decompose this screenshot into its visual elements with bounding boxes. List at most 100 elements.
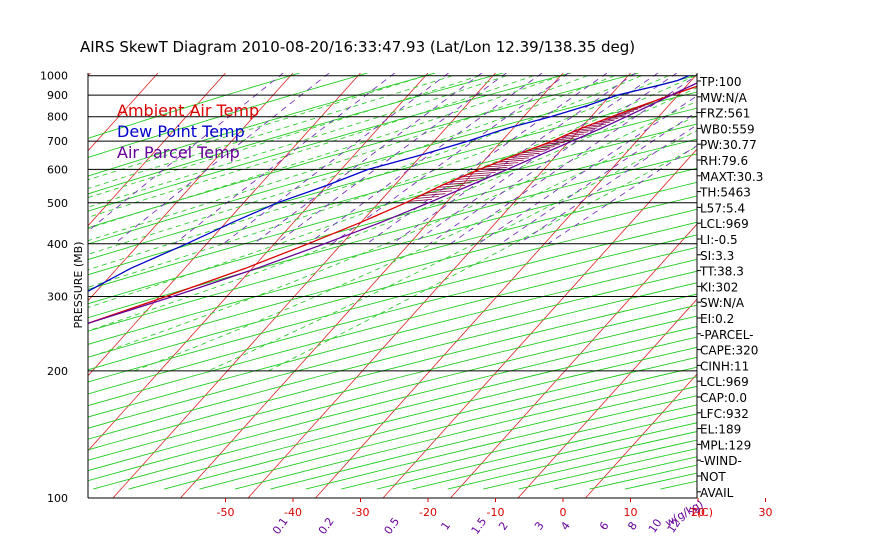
mixing-ratio-line bbox=[275, 73, 507, 245]
dry-adiabat-line bbox=[88, 73, 368, 158]
stability-index-item: TP:100 bbox=[699, 75, 742, 89]
dry-adiabat-line bbox=[88, 73, 436, 177]
mixing-ratio-line bbox=[392, 73, 636, 245]
mixing-ratio-line bbox=[307, 73, 543, 245]
cape-hatch-line bbox=[554, 137, 575, 141]
dry-adiabat-line bbox=[88, 246, 697, 407]
cape-hatch-line bbox=[559, 135, 580, 139]
cape-hatch-line bbox=[479, 167, 508, 170]
dry-adiabat-line bbox=[88, 73, 572, 212]
stability-index-item: AVAIL bbox=[700, 486, 734, 500]
dry-adiabat-line bbox=[483, 439, 697, 490]
pressure-tick-label: 700 bbox=[47, 135, 68, 148]
dry-adiabat-line bbox=[163, 356, 697, 490]
pressure-tick-label: 600 bbox=[47, 163, 68, 176]
dry-adiabat-line bbox=[376, 413, 697, 490]
dry-adiabat-line bbox=[88, 221, 697, 383]
mixing-ratio-line bbox=[429, 73, 678, 245]
dry-adiabat-line bbox=[838, 73, 870, 489]
cape-hatch bbox=[408, 92, 675, 202]
stability-index-item: MPL:129 bbox=[700, 438, 751, 452]
cape-hatch-line bbox=[426, 190, 453, 194]
legend-entry: Dew Point Temp bbox=[117, 122, 245, 141]
pressure-tick-label: 1000 bbox=[40, 70, 68, 83]
cape-hatch-line bbox=[449, 179, 478, 183]
dry-adiabat-line bbox=[88, 234, 697, 395]
cape-hatch-line bbox=[473, 169, 502, 173]
isotherm-line bbox=[88, 73, 159, 152]
cape-hatch-line bbox=[568, 131, 589, 135]
mixing-ratio-tick-label: 0.5 bbox=[382, 515, 403, 537]
moist-adiabat-line bbox=[88, 75, 615, 255]
mixing-ratio-tick-label: 3 bbox=[532, 519, 547, 532]
bottom-temp-tick-label: 30 bbox=[759, 506, 773, 519]
cape-hatch-line bbox=[414, 196, 439, 199]
dry-adiabat-line bbox=[88, 74, 697, 245]
stability-index-item: -PARCEL- bbox=[700, 328, 754, 342]
moist-adiabat-line bbox=[88, 75, 507, 208]
stability-index-item: TH:5463 bbox=[699, 186, 751, 200]
profile-line-ambient bbox=[88, 85, 697, 324]
stability-index-item: KI:302 bbox=[700, 280, 738, 294]
dry-adiabat-line bbox=[88, 123, 697, 290]
mixing-ratio-line bbox=[174, 73, 396, 245]
stability-index-item: LCL:969 bbox=[700, 217, 749, 231]
stability-index-item: FRZ:561 bbox=[700, 107, 750, 121]
cape-hatch-line bbox=[601, 118, 619, 121]
dry-adiabat-line bbox=[88, 304, 697, 461]
dry-adiabat-line bbox=[199, 366, 697, 490]
cape-hatch-line bbox=[572, 129, 593, 133]
cape-hatch-line bbox=[437, 185, 466, 188]
bottom-temp-tick-label: -10 bbox=[487, 506, 505, 519]
stability-index-item: SW:N/A bbox=[700, 296, 745, 310]
mixing-ratio-tick-label: 6 bbox=[597, 519, 612, 532]
stability-index-item: LCL:969 bbox=[700, 375, 749, 389]
bottom-temp-tick-label: -50 bbox=[217, 506, 235, 519]
mixing-ratio-line bbox=[547, 144, 697, 245]
cape-hatch-line bbox=[467, 172, 496, 175]
y-axis-label: PRESSURE (MB) bbox=[72, 242, 85, 329]
cape-hatch-line bbox=[581, 125, 602, 129]
cape-hatch-line bbox=[443, 182, 472, 186]
stability-index-item: EI:0.2 bbox=[700, 312, 734, 326]
dry-adiabat-line bbox=[88, 107, 697, 276]
mixing-ratio-line bbox=[518, 124, 697, 245]
isotherm-line bbox=[382, 148, 697, 498]
dry-adiabat-line bbox=[88, 195, 697, 358]
mixing-ratio-line bbox=[366, 73, 608, 245]
isotherm-line bbox=[0, 73, 23, 498]
pressure-tick-label: 100 bbox=[47, 492, 68, 505]
cape-hatch-line bbox=[514, 152, 540, 156]
stability-index-item: PW:30.77 bbox=[700, 138, 757, 152]
cape-hatch-line bbox=[509, 155, 535, 158]
mixing-ratio-line bbox=[223, 73, 449, 245]
cape-hatch-line bbox=[485, 164, 513, 168]
cape-hatch-line bbox=[497, 159, 524, 163]
dry-adiabat-line bbox=[88, 282, 697, 440]
isotherm-line bbox=[88, 73, 226, 227]
profile-lines bbox=[88, 75, 697, 325]
dry-adiabat-line bbox=[802, 73, 870, 489]
isotherm-line bbox=[180, 73, 564, 498]
mixing-ratio-line bbox=[478, 95, 697, 245]
moist-adiabat-line bbox=[88, 75, 669, 288]
stability-index-item: CAPE:320 bbox=[700, 344, 758, 358]
stability-index-item: L57:5.4 bbox=[700, 201, 745, 215]
dry-adiabat-line bbox=[88, 138, 697, 305]
cape-hatch-line bbox=[586, 123, 607, 127]
stability-index-item: LI:-0.5 bbox=[700, 233, 738, 247]
x-axis-label: T(C) bbox=[689, 506, 713, 519]
profile-line-dewpoint bbox=[88, 75, 690, 293]
cape-hatch-line bbox=[520, 150, 545, 154]
mixing-ratio-line bbox=[331, 73, 569, 245]
mixing-ratio-tick-label: 8 bbox=[625, 519, 640, 532]
dry-adiabat-line bbox=[88, 293, 697, 451]
cape-hatch-line bbox=[526, 148, 550, 152]
cape-hatch-line bbox=[491, 162, 519, 165]
cape-hatch-line bbox=[591, 121, 611, 125]
dry-adiabat-line bbox=[88, 73, 639, 229]
stability-index-item: RH:79.6 bbox=[700, 154, 748, 168]
